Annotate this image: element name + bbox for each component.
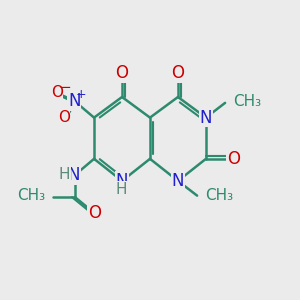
Text: CH₃: CH₃ — [206, 188, 233, 203]
Text: O: O — [51, 85, 63, 100]
Text: O: O — [58, 110, 70, 125]
Text: −: − — [58, 80, 71, 95]
Text: N: N — [116, 172, 128, 190]
Text: H: H — [59, 167, 70, 182]
Text: H: H — [116, 182, 127, 197]
Text: N: N — [172, 172, 184, 190]
Text: CH₃: CH₃ — [233, 94, 262, 109]
Text: N: N — [200, 109, 212, 127]
Text: CH₃: CH₃ — [17, 188, 46, 203]
Text: O: O — [116, 64, 128, 82]
Text: O: O — [172, 64, 184, 82]
Text: N: N — [67, 166, 80, 184]
Text: O: O — [88, 204, 101, 222]
Text: N: N — [68, 92, 81, 110]
Text: +: + — [76, 88, 86, 101]
Text: O: O — [227, 150, 240, 168]
